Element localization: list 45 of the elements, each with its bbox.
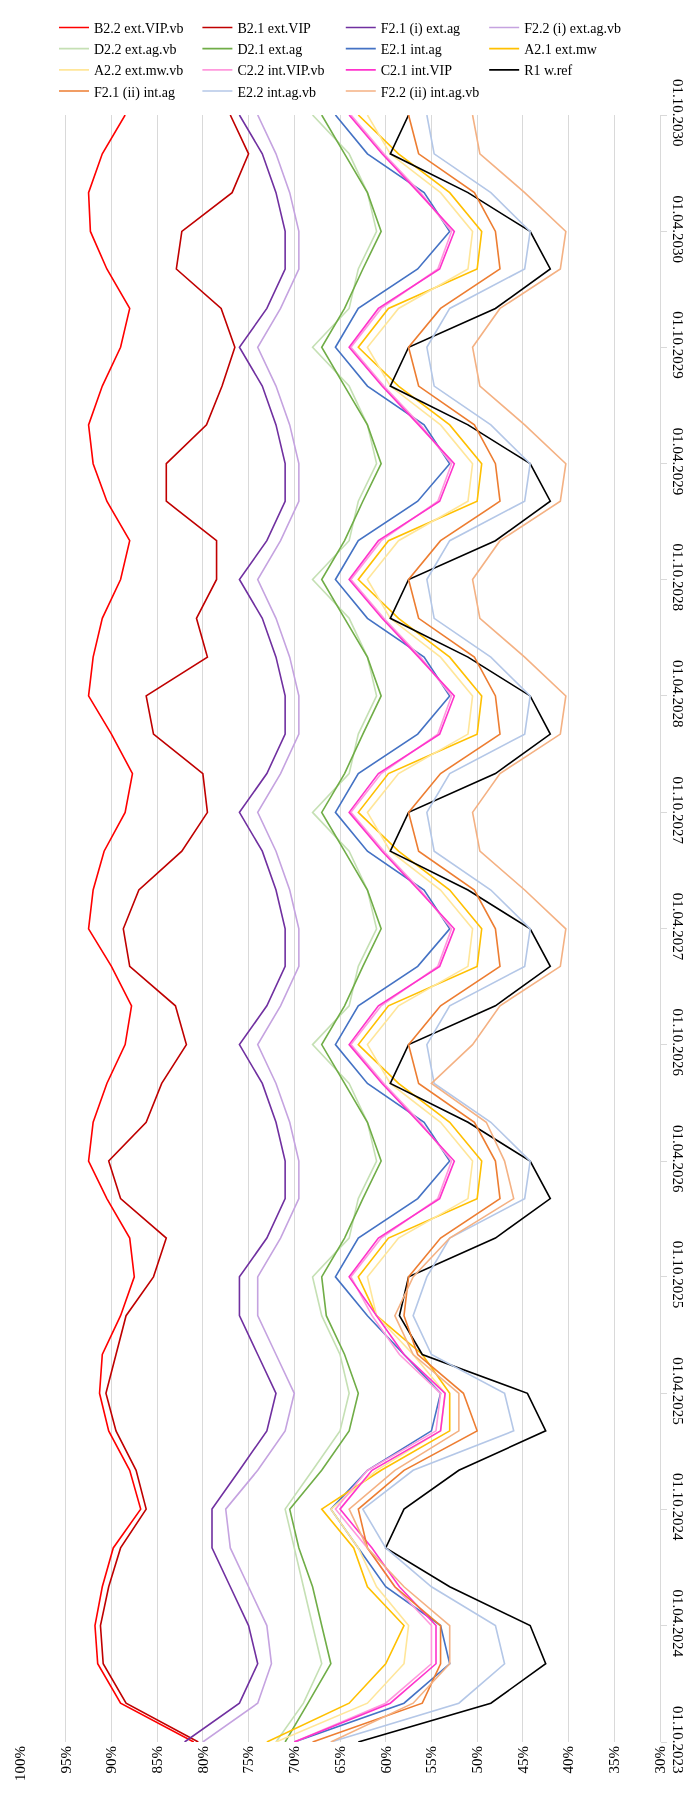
x-tick-label: 75%: [240, 1746, 257, 1774]
legend-label: R1 w.ref: [524, 63, 573, 79]
x-tick-label: 100%: [11, 1746, 28, 1781]
legend-label: B2.1 ext.VIP: [237, 20, 312, 36]
y-tick-label: 01.04.2030: [670, 195, 686, 263]
y-tick-label: 01.10.2028: [670, 543, 686, 611]
x-tick-label: 80%: [194, 1746, 211, 1774]
y-tick-label: 01.04.2027: [670, 892, 686, 961]
legend-label: B2.2 ext.VIP.vb: [94, 20, 184, 36]
legend-label: C2.1 int.VIP: [380, 63, 453, 79]
y-tick-label: 01.04.2028: [670, 659, 686, 728]
x-tick-label: 55%: [423, 1746, 440, 1774]
legend-label: A2.2 ext.mw.vb: [94, 63, 184, 79]
legend-label: D2.2 ext.ag.vb: [94, 42, 177, 58]
legend-label: F2.2 (i) ext.ag.vb: [524, 20, 621, 37]
legend-label: A2.1 ext.mw: [524, 42, 598, 58]
legend-label: F2.1 (i) ext.ag: [380, 20, 461, 37]
y-tick-label: 01.04.2025: [670, 1357, 686, 1425]
x-tick-label: 95%: [57, 1746, 74, 1774]
legend-label: F2.2 (ii) int.ag.vb: [380, 84, 480, 101]
x-tick-label: 90%: [103, 1746, 120, 1774]
x-tick-label: 35%: [606, 1746, 623, 1774]
legend-label: E2.1 int.ag: [380, 42, 442, 58]
y-tick-label: 01.10.2024: [670, 1473, 686, 1542]
y-tick-label: 01.10.2027: [670, 776, 686, 845]
legend-label: E2.2 int.ag.vb: [237, 84, 316, 100]
x-tick-label: 30%: [651, 1746, 668, 1774]
x-tick-label: 40%: [560, 1746, 577, 1774]
legend-label: C2.2 int.VIP.vb: [237, 63, 325, 79]
y-tick-label: 01.10.2026: [670, 1008, 686, 1077]
y-tick-label: 01.10.2029: [670, 311, 686, 379]
legend-label: F2.1 (ii) int.ag: [94, 84, 175, 101]
x-tick-label: 50%: [469, 1746, 486, 1774]
y-tick-label: 01.04.2024: [670, 1589, 686, 1658]
y-tick-label: 01.10.2023: [670, 1706, 686, 1774]
y-tick-label: 01.10.2030: [670, 79, 686, 147]
x-tick-label: 60%: [377, 1746, 394, 1774]
y-tick-label: 01.04.2029: [670, 427, 686, 496]
x-tick-label: 45%: [514, 1746, 531, 1774]
x-tick-label: 85%: [149, 1746, 166, 1774]
x-tick-label: 70%: [286, 1746, 303, 1774]
y-tick-label: 01.10.2025: [670, 1240, 686, 1309]
x-tick-label: 65%: [331, 1746, 348, 1774]
y-tick-label: 01.04.2026: [670, 1125, 686, 1194]
legend-label: D2.1 ext.ag: [237, 42, 303, 58]
